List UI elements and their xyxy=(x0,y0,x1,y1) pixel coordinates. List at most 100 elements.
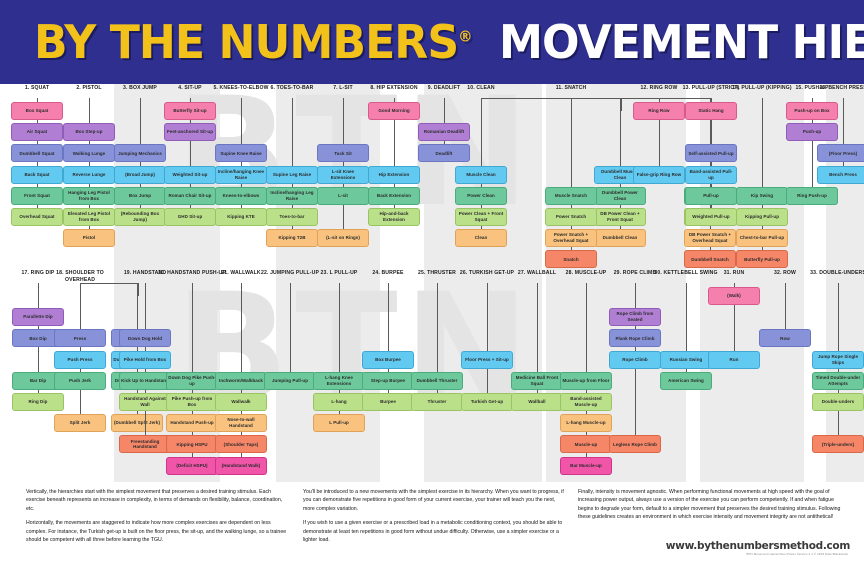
hierarchy-node[interactable]: L-sit Knee Extensions xyxy=(317,165,369,184)
hierarchy-node[interactable]: Jumping Mechanics xyxy=(114,144,166,163)
hierarchy-node[interactable]: Incline/hanging Leg Raise xyxy=(266,186,318,205)
hierarchy-node[interactable]: Step-up Burpee xyxy=(362,371,414,390)
hierarchy-node[interactable]: (Deficit HSPU) xyxy=(166,456,218,475)
hierarchy-node[interactable]: Rope Climb from Seated xyxy=(609,308,661,327)
hierarchy-node[interactable]: (Rebounding Box Jump) xyxy=(114,208,166,226)
hierarchy-node[interactable]: Front Squat xyxy=(11,186,63,205)
hierarchy-node[interactable]: Tuck Sit xyxy=(317,144,369,163)
hierarchy-node[interactable]: (Broad Jump) xyxy=(114,165,166,184)
hierarchy-node[interactable]: Back Extension xyxy=(368,186,420,205)
hierarchy-node[interactable]: DB Power Clean + Front Squat xyxy=(594,208,646,226)
hierarchy-node[interactable]: Inchworm/Walkback xyxy=(215,371,267,390)
hierarchy-node[interactable]: Kipping Pull-up xyxy=(736,208,788,226)
hierarchy-node[interactable]: (Shoulder Taps) xyxy=(215,435,267,454)
hierarchy-node[interactable]: Burpee xyxy=(362,393,414,411)
hierarchy-node[interactable]: Dumbbell Clean xyxy=(594,229,646,248)
hierarchy-node[interactable]: Ring Row xyxy=(633,102,685,120)
hierarchy-node[interactable]: Static Hang xyxy=(685,102,737,120)
hierarchy-node[interactable]: (Dumbbell Split Jerk) xyxy=(111,414,163,433)
hierarchy-node[interactable]: Muscle Clean xyxy=(455,165,507,184)
hierarchy-node[interactable]: Russian Swing xyxy=(660,350,712,369)
hierarchy-node[interactable]: Kick Up to Handstand xyxy=(119,371,171,390)
hierarchy-node[interactable]: Turkish Get-up xyxy=(461,393,513,411)
hierarchy-node[interactable]: Dumbbell Squat xyxy=(11,144,63,163)
hierarchy-node[interactable]: Run xyxy=(708,350,760,369)
hierarchy-node[interactable]: Down Dog Hold xyxy=(119,329,171,348)
hierarchy-node[interactable]: Muscle Snatch xyxy=(545,186,597,205)
hierarchy-node[interactable]: Wallball xyxy=(511,393,563,411)
hierarchy-node[interactable]: Nose-to-wall Handstand xyxy=(215,414,267,433)
hierarchy-node[interactable]: Good Morning xyxy=(368,102,420,120)
hierarchy-node[interactable]: Parallette Dip xyxy=(12,308,64,327)
hierarchy-node[interactable]: Deadlift xyxy=(418,144,470,163)
website-url[interactable]: www.bythenumbersmethod.com xyxy=(665,540,851,552)
hierarchy-node[interactable]: Dumbbell Thruster xyxy=(411,371,463,390)
hierarchy-node[interactable]: Thruster xyxy=(411,393,463,411)
hierarchy-node[interactable]: L-hang xyxy=(313,393,365,411)
hierarchy-node[interactable]: Muscle-up from Floor xyxy=(560,371,612,390)
hierarchy-node[interactable]: Band-assisted Muscle-up xyxy=(560,393,612,411)
hierarchy-node[interactable]: Weighted Sit-up xyxy=(164,165,216,184)
hierarchy-node[interactable]: Legless Rope Climb xyxy=(609,435,661,454)
hierarchy-node[interactable]: Power Clean xyxy=(455,186,507,205)
hierarchy-node[interactable]: Feet-anchored Sit-up xyxy=(164,123,216,142)
hierarchy-node[interactable]: Box Step-up xyxy=(63,123,115,142)
hierarchy-node[interactable]: (Triple-unders) xyxy=(812,435,864,454)
hierarchy-node[interactable]: Handstand Against Wall xyxy=(119,393,171,411)
hierarchy-node[interactable]: Butterfly Sit-up xyxy=(164,102,216,120)
hierarchy-node[interactable]: Freestanding Handstand xyxy=(119,435,171,454)
hierarchy-node[interactable]: Handstand Push-up xyxy=(166,414,218,433)
hierarchy-node[interactable]: Push-up xyxy=(786,123,838,142)
hierarchy-node[interactable]: Incline/hanging Knee Raise xyxy=(215,165,267,184)
hierarchy-node[interactable]: Hip-and-back Extension xyxy=(368,208,420,226)
hierarchy-node[interactable]: Down Dog Pike Push-up xyxy=(166,371,218,390)
hierarchy-node[interactable]: Chest-to-bar Pull-up xyxy=(736,229,788,248)
hierarchy-node[interactable]: Medicine Ball Front Squat xyxy=(511,371,563,390)
hierarchy-node[interactable]: Power Snatch + Overhead Squat xyxy=(545,229,597,248)
hierarchy-node[interactable]: Bench Press xyxy=(817,165,864,184)
hierarchy-node[interactable]: Split Jerk xyxy=(54,414,106,433)
hierarchy-node[interactable]: Roman Chair Sit-up xyxy=(164,186,216,205)
hierarchy-node[interactable]: Pull-up xyxy=(685,186,737,205)
hierarchy-node[interactable]: False-grip Ring Row xyxy=(633,165,685,184)
hierarchy-node[interactable]: GHD Sit-up xyxy=(164,208,216,226)
hierarchy-node[interactable]: Band-assisted Pull-up xyxy=(685,165,737,184)
hierarchy-node[interactable]: (Walk) xyxy=(708,287,760,305)
hierarchy-node[interactable]: American Swing xyxy=(660,371,712,390)
hierarchy-node[interactable]: Kip Swing xyxy=(736,186,788,205)
hierarchy-node[interactable]: Push-up on Box xyxy=(786,102,838,120)
hierarchy-node[interactable]: Kipping KTE xyxy=(215,208,267,226)
hierarchy-node[interactable]: Power Clean + Front Squat xyxy=(455,208,507,226)
hierarchy-node[interactable]: L Pull-up xyxy=(313,414,365,433)
hierarchy-node[interactable]: Jumping Pull-up xyxy=(264,371,316,390)
hierarchy-node[interactable]: Bar Muscle-up xyxy=(560,456,612,475)
hierarchy-node[interactable]: Push Press xyxy=(54,350,106,369)
hierarchy-node[interactable]: Pike Hold from Box xyxy=(119,350,171,369)
hierarchy-node[interactable]: Jump Rope Single Skips xyxy=(812,350,864,369)
hierarchy-node[interactable]: Overhead Squat xyxy=(11,208,63,226)
hierarchy-node[interactable]: Rope Climb xyxy=(609,350,661,369)
hierarchy-node[interactable]: Romanian Deadlift xyxy=(418,123,470,142)
hierarchy-node[interactable]: Dumbbell Snatch xyxy=(684,250,736,269)
hierarchy-node[interactable]: DB Power Snatch + Overhead Squat xyxy=(684,229,736,248)
hierarchy-node[interactable]: Snatch xyxy=(545,250,597,269)
hierarchy-node[interactable]: Dumbbell Power Clean xyxy=(594,186,646,205)
hierarchy-node[interactable]: Clean xyxy=(455,229,507,248)
hierarchy-node[interactable]: Row xyxy=(759,329,811,348)
hierarchy-node[interactable]: (L-sit on Rings) xyxy=(317,229,369,248)
hierarchy-node[interactable]: Plank Rope Climb xyxy=(609,329,661,348)
hierarchy-node[interactable]: Double-unders xyxy=(812,393,864,411)
hierarchy-node[interactable]: Reverse Lunge xyxy=(63,165,115,184)
hierarchy-node[interactable]: Kipping T2B xyxy=(266,229,318,248)
hierarchy-node[interactable]: Ring Dip xyxy=(12,393,64,411)
hierarchy-node[interactable]: Supine Leg Raise xyxy=(266,165,318,184)
hierarchy-node[interactable]: Walking Lunge xyxy=(63,144,115,163)
hierarchy-node[interactable]: Elevated Leg Pistol from Box xyxy=(63,208,115,226)
hierarchy-node[interactable]: Back Squat xyxy=(11,165,63,184)
hierarchy-node[interactable]: Box Burpee xyxy=(362,350,414,369)
hierarchy-node[interactable]: Press xyxy=(54,329,106,348)
hierarchy-node[interactable]: L-hang Muscle-up xyxy=(560,414,612,433)
hierarchy-node[interactable]: Supine Knee Raise xyxy=(215,144,267,163)
hierarchy-node[interactable]: Pike Push-up from Box xyxy=(166,393,218,411)
hierarchy-node[interactable]: (Handstand Walk) xyxy=(215,456,267,475)
